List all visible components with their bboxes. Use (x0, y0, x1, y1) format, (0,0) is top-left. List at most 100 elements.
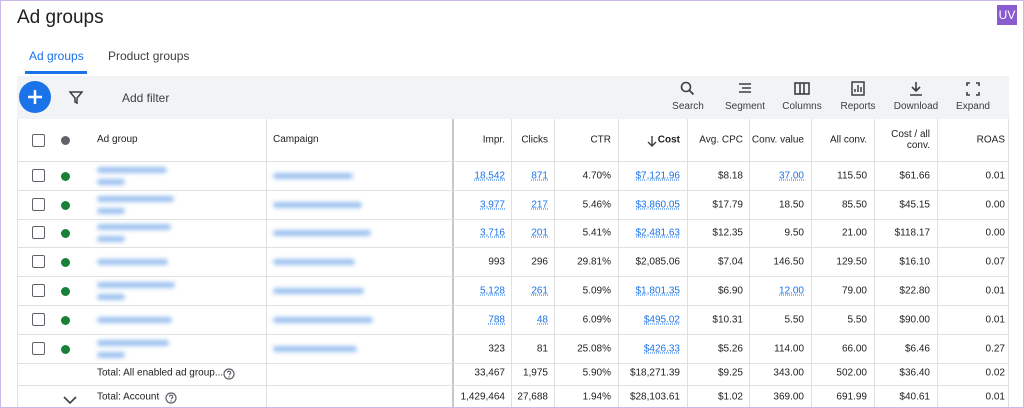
cell[interactable]: 3,716 (479, 227, 505, 239)
cell: $6.46 (904, 343, 930, 355)
cell: 146.50 (773, 256, 804, 268)
cell[interactable]: $2,481.63 (635, 227, 681, 239)
cell: $17.79 (712, 199, 743, 211)
cell[interactable]: 5,128 (479, 285, 505, 297)
total-cell: 691.99 (836, 391, 867, 403)
cell[interactable]: 48 (536, 314, 548, 326)
cell: 29.81% (577, 256, 611, 268)
tool-icon[interactable] (850, 81, 866, 97)
tab-indicator (25, 71, 87, 74)
redacted-campaign (273, 259, 355, 265)
column-header[interactable]: Cost (657, 134, 680, 146)
checkbox[interactable] (32, 255, 45, 268)
row-divider (17, 161, 1009, 162)
cell[interactable]: 3,977 (479, 199, 505, 211)
checkbox[interactable] (32, 169, 45, 182)
redacted-ad-group (97, 208, 125, 214)
cell[interactable]: 18,542 (474, 170, 505, 182)
checkbox[interactable] (32, 284, 45, 297)
tool-icon[interactable] (965, 81, 981, 97)
column-header[interactable]: Impr. (482, 134, 505, 146)
tool-label[interactable]: Columns (782, 101, 822, 112)
expand-chevron[interactable] (63, 392, 77, 405)
row-divider (17, 247, 1009, 248)
status-header (61, 136, 70, 145)
tab[interactable]: Ad groups (29, 49, 84, 63)
cell[interactable]: 201 (531, 227, 548, 239)
cell: $5.26 (717, 343, 743, 355)
cell: $6.90 (717, 285, 743, 297)
help-icon[interactable] (223, 367, 235, 380)
add-button[interactable] (19, 81, 51, 113)
tool-label[interactable]: Segment (724, 101, 766, 112)
column-header[interactable]: ROAS (976, 134, 1005, 146)
cell: $10.31 (712, 314, 743, 326)
cell[interactable]: 37.00 (778, 170, 804, 182)
total-cell: $40.61 (899, 391, 930, 403)
cell[interactable]: 12.00 (778, 285, 804, 297)
total-label: Total: Account (97, 391, 160, 403)
tool-label[interactable]: Download (893, 101, 939, 112)
column-header[interactable]: Clicks (521, 134, 548, 146)
total-cell: $1.02 (717, 391, 743, 403)
cell: 18.50 (778, 199, 804, 211)
tool-label[interactable]: Search (672, 101, 704, 112)
column-header[interactable]: Conv. value (751, 134, 804, 146)
cell[interactable]: 261 (531, 285, 548, 297)
redacted-ad-group (97, 317, 172, 323)
redacted-campaign (273, 202, 362, 208)
cell: $61.66 (899, 170, 930, 182)
column-header[interactable]: CTR (590, 134, 611, 146)
cell: $8.18 (717, 170, 743, 182)
cell[interactable]: $3,860.05 (635, 199, 681, 211)
redacted-ad-group (97, 224, 171, 230)
column-divider (937, 119, 938, 407)
cell: 115.50 (837, 170, 867, 182)
cell[interactable]: $1,801.35 (635, 285, 681, 297)
help-icon[interactable] (165, 391, 177, 404)
tool-icon[interactable] (680, 81, 696, 97)
checkbox[interactable] (32, 198, 45, 211)
total-cell: 5.90% (582, 367, 611, 379)
status-dot (61, 258, 70, 267)
redacted-campaign (273, 230, 371, 236)
cell: $12.35 (712, 227, 743, 239)
row-divider (17, 363, 1009, 364)
cell: 6.09% (582, 314, 611, 326)
tool-icon[interactable] (794, 81, 810, 97)
tool-icon[interactable] (737, 81, 753, 97)
cell[interactable]: $7,121.96 (635, 170, 681, 182)
checkbox[interactable] (32, 342, 45, 355)
cell[interactable]: $495.02 (643, 314, 680, 326)
column-header[interactable]: Ad group (97, 134, 138, 145)
checkbox[interactable] (32, 134, 45, 147)
tool-label[interactable]: Reports (840, 101, 876, 112)
cell[interactable]: 217 (531, 199, 548, 211)
cell[interactable]: $426.33 (643, 343, 680, 355)
tool-label[interactable]: Expand (956, 101, 990, 112)
column-divider (618, 119, 619, 407)
column-divider (687, 119, 688, 407)
column-header[interactable]: Avg. CPC (699, 134, 743, 146)
cell[interactable]: 788 (488, 314, 505, 326)
row-divider (17, 276, 1009, 277)
column-header[interactable]: Cost / all conv. (891, 129, 930, 151)
cell[interactable]: 871 (531, 170, 548, 182)
total-cell: 0.02 (985, 367, 1005, 379)
add-filter[interactable]: Add filter (122, 91, 170, 105)
column-header[interactable]: Campaign (273, 134, 319, 145)
total-cell: 343.00 (773, 367, 804, 379)
column-header[interactable]: All conv. (829, 134, 867, 146)
cell: 25.08% (577, 343, 611, 355)
total-label: Total: All enabled ad group... (97, 367, 224, 379)
checkbox[interactable] (32, 313, 45, 326)
table-border (17, 119, 18, 407)
cell: 81 (536, 343, 548, 355)
checkbox[interactable] (32, 226, 45, 239)
filter-icon[interactable] (69, 90, 83, 104)
tool-icon[interactable] (908, 81, 924, 97)
tab[interactable]: Product groups (108, 49, 190, 63)
table-border (1008, 119, 1009, 407)
redacted-campaign (273, 346, 357, 352)
cell: 296 (531, 256, 548, 268)
